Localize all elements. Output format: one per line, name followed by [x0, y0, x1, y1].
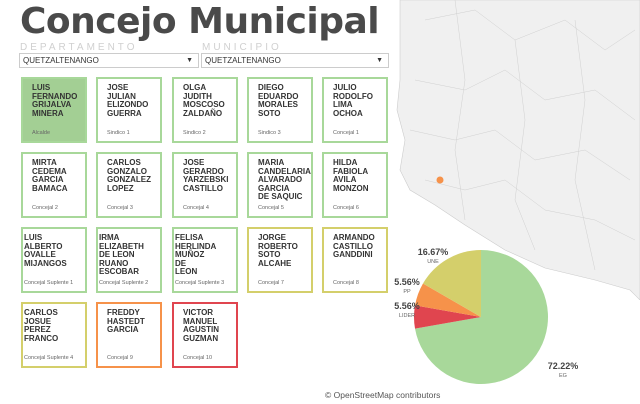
member-role: Sindico 1 — [107, 130, 130, 136]
departamento-select[interactable]: QUETZALTENANGO ▼ — [19, 53, 199, 68]
member-name: ARMANDO CASTILLO GANDDINI — [333, 233, 375, 260]
member-role: Concejal 3 — [107, 205, 133, 211]
member-card[interactable]: FREDDY HASTEDT GARCIA Concejal 9 — [96, 302, 162, 368]
member-card[interactable]: IRMA ELIZABETH DE LEON RUANO ESCOBAR Concejal… — [96, 227, 162, 293]
member-card[interactable]: JORGE ROBERTO SOTO ALCAHE Concejal 7 — [247, 227, 313, 293]
member-name: MIRTA CEDEMA GARCIA BAMACA — [32, 158, 68, 193]
pie-category-label: PP — [403, 289, 411, 295]
member-role: Concejal Suplente 2 — [99, 280, 149, 286]
chevron-down-icon: ▼ — [186, 57, 193, 64]
chevron-down-icon: ▼ — [376, 57, 383, 64]
map-marker[interactable] — [436, 176, 444, 184]
member-name: VICTOR MANUEL AGUSTIN GUZMAN — [183, 308, 219, 343]
member-name: FREDDY HASTEDT GARCIA — [107, 308, 145, 335]
pie-value-label: 5.56% — [394, 277, 420, 287]
member-name: JOSE JULIAN ELIZONDO GUERRA — [107, 83, 149, 118]
page-title: Concejo Municipal — [20, 1, 380, 42]
member-name: CARLOS GONZALO GONZALEZ LOPEZ — [107, 158, 151, 193]
municipio-label: MUNICIPIO — [202, 42, 282, 53]
member-name: DIEGO EDUARDO MORALES SOTO — [258, 83, 299, 118]
member-role: Concejal Suplente 1 — [24, 280, 74, 286]
pie-value-label: 5.56% — [394, 301, 420, 311]
member-card[interactable]: ARMANDO CASTILLO GANDDINI Concejal 8 — [322, 227, 388, 293]
member-role: Concejal Suplente 4 — [24, 355, 74, 361]
pie-value-label: 16.67% — [418, 247, 449, 257]
member-card[interactable]: MIRTA CEDEMA GARCIA BAMACA Concejal 2 — [21, 152, 87, 218]
member-name: LUIS FERNANDO GRIJALVA MINERA — [32, 83, 78, 118]
member-card[interactable]: MARIA CANDELARIA ALVARADO GARCIA DE SAQUIC Co… — [247, 152, 313, 218]
member-name: CARLOS JOSUE PEREZ FRANCO — [24, 308, 59, 343]
map-credit: © OpenStreetMap contributors — [325, 390, 441, 400]
pie-category-label: LIDER — [399, 313, 415, 319]
member-name: HILDA FABIOLA AVILA MONZON — [333, 158, 369, 193]
member-card[interactable]: JOSE JULIAN ELIZONDO GUERRA Sindico 1 — [96, 77, 162, 143]
member-name: MARIA CANDELARIA ALVARADO GARCIA DE SAQUIC — [258, 158, 311, 202]
pie-category-label: EG — [559, 373, 567, 379]
pie-value-label: 72.22% — [548, 361, 579, 371]
member-role: Concejal 6 — [333, 205, 359, 211]
municipio-select[interactable]: QUETZALTENANGO ▼ — [201, 53, 389, 68]
member-card[interactable]: CARLOS GONZALO GONZALEZ LOPEZ Concejal 3 — [96, 152, 162, 218]
member-card[interactable]: DIEGO EDUARDO MORALES SOTO Sindico 3 — [247, 77, 313, 143]
member-role: Concejal 8 — [333, 280, 359, 286]
pie-slice-pp[interactable] — [415, 283, 481, 317]
member-name: JULIO RODOLFO LIMA OCHOA — [333, 83, 373, 118]
member-role: Concejal 2 — [32, 205, 58, 211]
member-card[interactable]: FELISA HERLINDA MUÑOZ DE LEON Concejal Suplen… — [172, 227, 238, 293]
member-role: Concejal Suplente 3 — [175, 280, 225, 286]
member-card[interactable]: LUIS ALBERTO OVALLE MIJANGOS Concejal Suplen… — [21, 227, 87, 293]
member-card[interactable]: HILDA FABIOLA AVILA MONZON Concejal 6 — [322, 152, 388, 218]
member-role: Concejal 5 — [258, 205, 284, 211]
member-role: Concejal 9 — [107, 355, 133, 361]
municipio-value: QUETZALTENANGO — [205, 56, 281, 65]
member-name: FELISA HERLINDA MUÑOZ DE LEON — [175, 233, 217, 277]
member-card[interactable]: JULIO RODOLFO LIMA OCHOA Concejal 1 — [322, 77, 388, 143]
member-role: Concejal 10 — [183, 355, 213, 361]
pie-slice-une[interactable] — [422, 250, 482, 317]
member-role: Sindico 3 — [258, 130, 281, 136]
map[interactable] — [395, 0, 640, 300]
member-name: LUIS ALBERTO OVALLE MIJANGOS — [24, 233, 67, 268]
member-role: Concejal 7 — [258, 280, 284, 286]
pie-slice-lider[interactable] — [414, 305, 481, 329]
departamento-value: QUETZALTENANGO — [23, 56, 99, 65]
member-role: Alcalde — [32, 130, 51, 136]
member-card[interactable]: OLGA JUDITH MOSCOSO ZALDAÑO Sindico 2 — [172, 77, 238, 143]
party-pie-chart: 72.22% EG 5.56% LIDER 5.56% PP 16.67% UNE — [394, 247, 579, 384]
member-name: IRMA ELIZABETH DE LEON RUANO ESCOBAR — [99, 233, 144, 277]
member-card[interactable]: LUIS FERNANDO GRIJALVA MINERA Alcalde — [21, 77, 87, 143]
pie-slice-eg[interactable] — [415, 250, 548, 384]
member-card[interactable]: CARLOS JOSUE PEREZ FRANCO Concejal Suplente … — [21, 302, 87, 368]
member-name: OLGA JUDITH MOSCOSO ZALDAÑO — [183, 83, 225, 118]
departamento-label: DEPARTAMENTO — [20, 42, 138, 53]
member-role: Concejal 1 — [333, 130, 359, 136]
pie-category-label: UNE — [427, 259, 439, 265]
member-name: JOSE GERARDO YARZEBSKI CASTILLO — [183, 158, 229, 193]
member-role: Concejal 4 — [183, 205, 209, 211]
member-name: JORGE ROBERTO SOTO ALCAHE — [258, 233, 298, 268]
member-card[interactable]: VICTOR MANUEL AGUSTIN GUZMAN Concejal 10 — [172, 302, 238, 368]
member-role: Sindico 2 — [183, 130, 206, 136]
member-card[interactable]: JOSE GERARDO YARZEBSKI CASTILLO Concejal 4 — [172, 152, 238, 218]
